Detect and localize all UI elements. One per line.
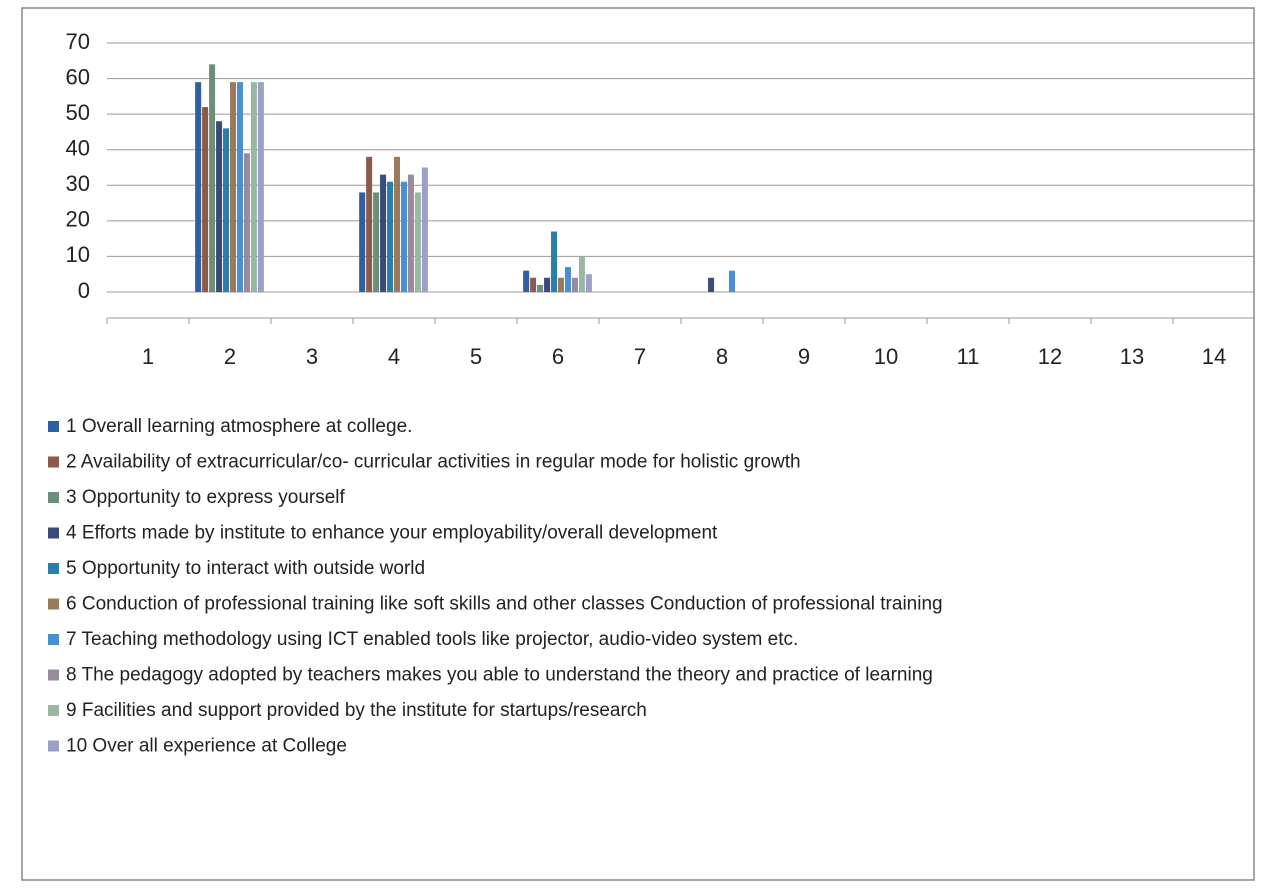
bar	[400, 181, 407, 292]
x-tick-label: 13	[1120, 344, 1144, 369]
bar	[250, 82, 257, 292]
legend-label: 10 Over all experience at College	[66, 736, 347, 757]
y-tick-label: 30	[66, 171, 90, 196]
bar	[230, 82, 236, 292]
bar	[373, 192, 380, 292]
bar	[571, 277, 578, 292]
y-tick-label: 50	[66, 100, 90, 125]
legend-swatch	[48, 634, 59, 645]
bar	[578, 256, 585, 292]
legend-label: 1 Overall learning atmosphere at college…	[66, 416, 412, 437]
legend-label: 7 Teaching methodology using ICT enabled…	[66, 629, 798, 650]
legend-swatch	[48, 598, 59, 610]
legend-swatch	[48, 421, 59, 432]
legend-label: 8 The pedagogy adopted by teachers makes…	[66, 665, 933, 686]
x-tick-label: 5	[470, 344, 482, 369]
legend-label: 4 Efforts made by institute to enhance y…	[66, 523, 718, 544]
legend-swatch	[48, 492, 59, 503]
y-tick-label: 20	[66, 207, 90, 232]
bar	[708, 277, 715, 292]
x-tick-label: 8	[716, 344, 728, 369]
legend-swatch	[48, 669, 59, 681]
x-tick-label: 6	[552, 344, 564, 369]
bar	[359, 192, 366, 292]
bar	[414, 192, 421, 292]
legend-label: 2 Availability of extracurricular/co- cu…	[66, 452, 801, 473]
y-tick-label: 10	[66, 242, 90, 267]
bar	[243, 153, 250, 292]
x-tick-label: 2	[224, 344, 236, 369]
bar	[380, 174, 387, 292]
bar	[202, 107, 209, 293]
y-tick-label: 40	[66, 136, 90, 161]
bar	[209, 64, 216, 292]
y-tick-label: 60	[66, 64, 90, 89]
bar	[544, 277, 551, 292]
bar	[387, 181, 394, 292]
bar	[366, 156, 373, 292]
legend-swatch	[48, 740, 59, 752]
bar	[551, 231, 558, 292]
x-tick-label: 10	[874, 344, 898, 369]
bar	[537, 284, 544, 292]
x-tick-label: 9	[798, 344, 810, 369]
bar	[728, 270, 735, 292]
bar	[523, 270, 530, 292]
bar	[530, 277, 537, 292]
x-tick-label: 4	[388, 344, 400, 369]
legend-swatch	[48, 527, 59, 539]
bar	[195, 82, 202, 292]
bar	[585, 274, 592, 292]
legend-label: 6 Conduction of professional training li…	[66, 594, 943, 615]
y-tick-label: 70	[66, 29, 90, 54]
legend-swatch	[48, 705, 59, 716]
x-tick-label: 12	[1038, 344, 1062, 369]
frame	[21, 7, 1255, 881]
bar	[421, 167, 428, 292]
y-tick-label: 0	[78, 278, 90, 303]
x-tick-label: 7	[634, 344, 646, 369]
legend-label: 3 Opportunity to express yourself	[66, 487, 346, 508]
bar	[223, 128, 230, 292]
bar	[564, 267, 571, 292]
bar	[236, 82, 243, 292]
bar	[407, 174, 414, 292]
legend-label: 9 Facilities and support provided by the…	[66, 700, 647, 721]
legend-swatch	[48, 456, 59, 468]
x-tick-label: 14	[1202, 344, 1226, 369]
bar	[558, 277, 564, 292]
bar	[216, 121, 223, 292]
x-tick-label: 3	[306, 344, 318, 369]
bar	[394, 156, 400, 292]
x-tick-label: 1	[142, 344, 154, 369]
x-tick-label: 11	[957, 344, 980, 369]
legend-label: 5 Opportunity to interact with outside w…	[66, 558, 425, 579]
legend-swatch	[48, 563, 59, 574]
bar	[257, 82, 264, 292]
